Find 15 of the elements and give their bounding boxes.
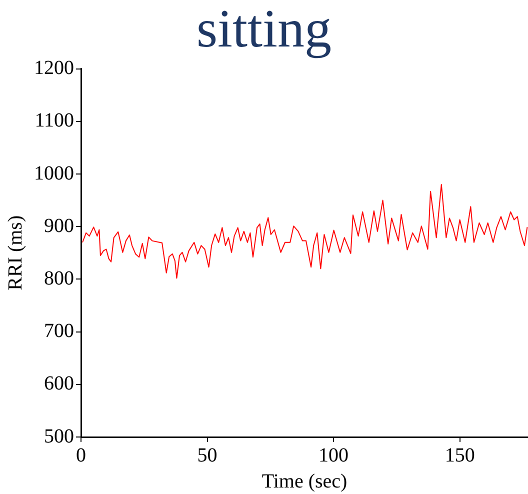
x-axis-title: Time (sec) [262, 470, 348, 492]
chart-title: sitting [196, 0, 332, 59]
x-tick-label: 50 [197, 444, 218, 466]
y-tick-label: 500 [44, 425, 74, 448]
y-tick-label: 800 [44, 267, 74, 290]
y-tick-label: 1200 [34, 57, 74, 80]
x-tick-label: 100 [318, 444, 349, 466]
x-tick-label: 0 [76, 444, 86, 466]
x-tick-label: 150 [444, 444, 475, 466]
y-tick-label: 1100 [34, 110, 74, 132]
y-tick-label: 600 [44, 372, 74, 395]
y-tick-label: 700 [44, 320, 74, 342]
y-tick-label: 1000 [34, 162, 74, 184]
y-axis-title: RRI (ms) [4, 215, 26, 290]
y-tick-label: 900 [44, 214, 74, 237]
